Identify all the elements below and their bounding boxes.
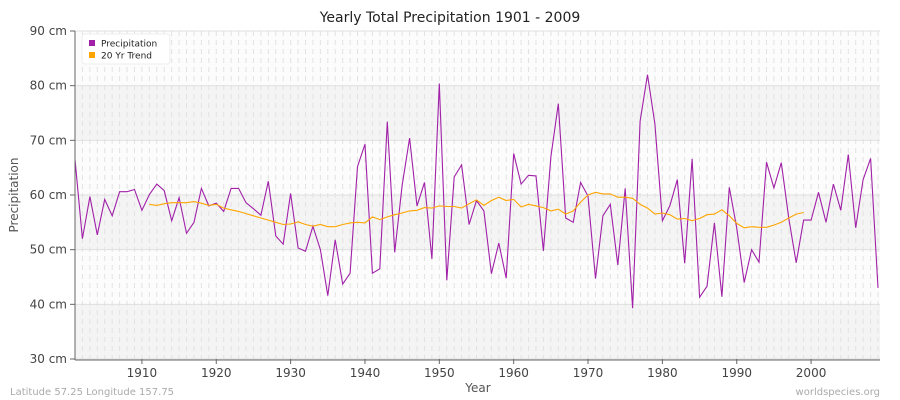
- x-tick-label: 1970: [573, 366, 604, 380]
- x-tick-label: 1920: [201, 366, 232, 380]
- y-axis-label: Precipitation: [7, 157, 21, 232]
- legend-swatch-precipitation: [89, 40, 95, 46]
- x-tick-label: 1910: [127, 366, 158, 380]
- y-tick-label: 90 cm: [30, 24, 67, 38]
- location-label: Latitude 57.25 Longitude 157.75: [10, 387, 174, 398]
- legend-label-trend: 20 Yr Trend: [101, 52, 152, 62]
- x-tick-label: 1960: [498, 366, 529, 380]
- x-tick-label: 1930: [275, 366, 306, 380]
- x-tick-label: 1980: [647, 366, 678, 380]
- y-tick-label: 80 cm: [30, 79, 67, 93]
- source-label: worldspecies.org: [796, 387, 880, 398]
- legend: Precipitation 20 Yr Trend: [81, 33, 171, 65]
- x-axis-label: Year: [464, 381, 490, 395]
- y-tick-label: 40 cm: [30, 297, 67, 311]
- legend-box: [81, 33, 171, 65]
- chart-title: Yearly Total Precipitation 1901 - 2009: [319, 10, 581, 26]
- y-tick-label: 60 cm: [30, 188, 67, 202]
- x-tick-label: 1950: [424, 366, 455, 380]
- x-tick-label: 1940: [350, 366, 381, 380]
- y-tick-label: 70 cm: [30, 133, 67, 147]
- y-tick-label: 50 cm: [30, 243, 67, 257]
- legend-swatch-trend: [89, 52, 95, 58]
- x-tick-label: 2000: [796, 366, 827, 380]
- trend-line: [149, 191, 804, 229]
- legend-label-precipitation: Precipitation: [101, 40, 157, 50]
- x-tick-label: 1990: [721, 366, 752, 380]
- y-tick-label: 30 cm: [30, 352, 67, 366]
